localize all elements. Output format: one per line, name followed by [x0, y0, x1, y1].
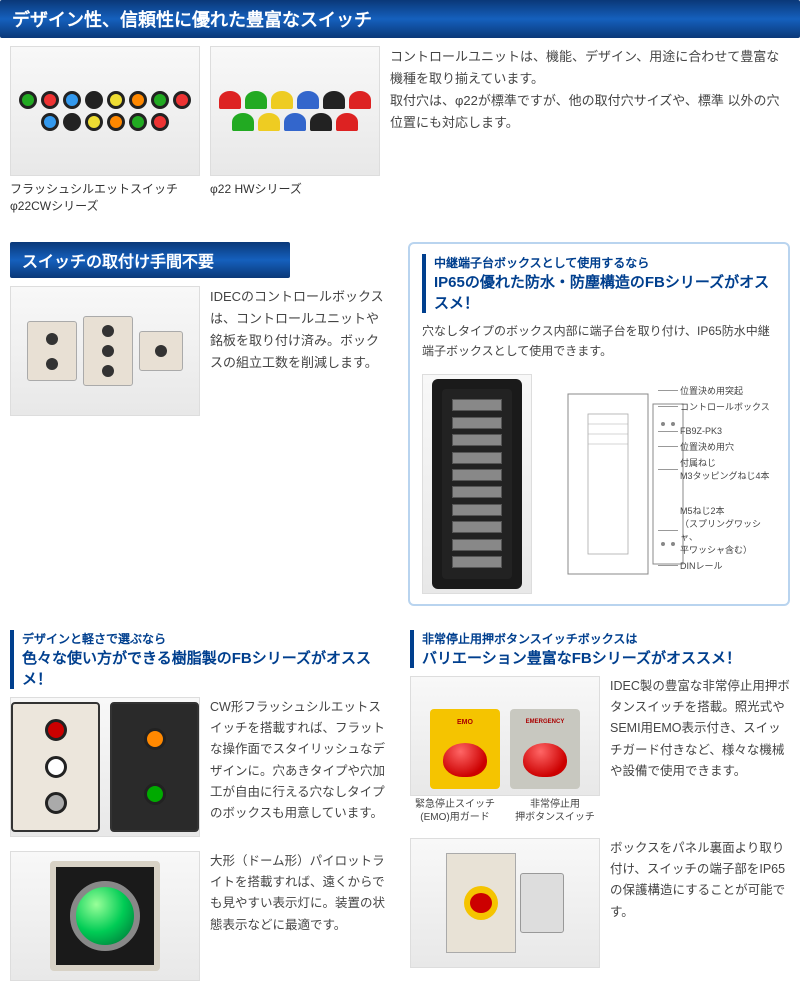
- img-col-2: φ22 HWシリーズ: [210, 46, 380, 214]
- fb-terminal-figs: 位置決め用突起 コントロールボックス FB9Z-PK3 位置決め用穴 付属ねじ …: [422, 374, 776, 594]
- product-image-cw: [10, 46, 200, 176]
- fb-terminal-main: IP65の優れた防水・防塵構造のFBシリーズがオススメ！: [434, 271, 776, 313]
- fb-estop-img1: EMO EMERGENCY: [410, 676, 600, 796]
- fb-terminal-pre: 中継端子台ボックスとして使用するなら: [434, 254, 776, 271]
- section1-body: コントロールユニットは、機能、デザイン、用途に合わせて豊富な 機種を取り揃えてい…: [390, 46, 790, 134]
- fb-terminal-left: 穴なしタイプのボックス内部に端子台を取り付け、IP65防水中継端子ボックスとして…: [422, 321, 776, 368]
- fb-resin-img1: [10, 697, 200, 837]
- estop-cap2: 非常停止用 押ボタンスイッチ: [510, 798, 600, 824]
- fb-estop-item1: EMO EMERGENCY 緊急停止スイッチ (EMO)用ガード 非常停止用 押…: [410, 676, 790, 824]
- fb-resin-pre: デザインと軽さで選ぶなら: [22, 630, 390, 647]
- section-install: スイッチの取付け手間不要 IDECのコントロールボックスは、コントロールユニット…: [10, 242, 390, 424]
- fb-resin-section: デザインと軽さで選ぶなら 色々な使い方ができる樹脂製のFBシリーズがオススメ！ …: [10, 630, 390, 995]
- terminal-photo: [422, 374, 532, 594]
- diag-l7: DINレール: [680, 559, 723, 572]
- fb-resin-img2: [10, 851, 200, 981]
- terminal-diagram: 位置決め用突起 コントロールボックス FB9Z-PK3 位置決め用穴 付属ねじ …: [540, 374, 776, 594]
- fb-resin-heading: デザインと軽さで選ぶなら 色々な使い方ができる樹脂製のFBシリーズがオススメ！: [10, 630, 390, 689]
- section1-row: フラッシュシルエットスイッチ φ22CWシリーズ φ22 HWシリーズ コントロ…: [0, 38, 800, 222]
- header-install: スイッチの取付け手間不要: [10, 242, 290, 278]
- fb-resin-text2: 大形（ドーム形）パイロットライトを搭載すれば、遠くからでも見やすい表示灯に。装置…: [210, 851, 390, 981]
- fb-estop-heading: 非常停止用押ボタンスイッチボックスは バリエーション豊富なFBシリーズがオススメ…: [410, 630, 790, 668]
- header-design: デザイン性、信頼性に優れた豊富なスイッチ: [0, 0, 800, 38]
- fb-terminal-body: 穴なしタイプのボックス内部に端子台を取り付け、IP65防水中継端子ボックスとして…: [422, 321, 776, 362]
- img-col-1: フラッシュシルエットスイッチ φ22CWシリーズ: [10, 46, 200, 214]
- diag-l3: FB9Z-PK3: [680, 426, 722, 436]
- section1-text-col: コントロールユニットは、機能、デザイン、用途に合わせて豊富な 機種を取り揃えてい…: [390, 46, 790, 214]
- install-image: [10, 286, 200, 416]
- install-body: IDECのコントロールボックスは、コントロールユニットや銘板を取り付け済み。ボッ…: [210, 286, 390, 416]
- fb-terminal-heading: 中継端子台ボックスとして使用するなら IP65の優れた防水・防塵構造のFBシリー…: [422, 254, 776, 313]
- fb-estop-main: バリエーション豊富なFBシリーズがオススメ！: [422, 647, 790, 668]
- emo-label: EMO: [457, 719, 473, 726]
- emergency-label: EMERGENCY: [526, 719, 565, 725]
- bottom-columns: デザインと軽さで選ぶなら 色々な使い方ができる樹脂製のFBシリーズがオススメ！ …: [0, 630, 800, 995]
- product-image-hw: [210, 46, 380, 176]
- fb-resin-item1: CW形フラッシュシルエットスイッチを搭載すれば、フラットな操作面でスタイリッシュ…: [10, 697, 390, 837]
- caption-cw: フラッシュシルエットスイッチ φ22CWシリーズ: [10, 180, 200, 214]
- fb-estop-img1-wrap: EMO EMERGENCY 緊急停止スイッチ (EMO)用ガード 非常停止用 押…: [410, 676, 600, 824]
- fb-resin-item2: 大形（ドーム形）パイロットライトを搭載すれば、遠くからでも見やすい表示灯に。装置…: [10, 851, 390, 981]
- caption-hw: φ22 HWシリーズ: [210, 180, 380, 197]
- diag-l1: 位置決め用突起: [680, 384, 743, 397]
- fb-estop-text2: ボックスをパネル裏面より取り付け、スイッチの端子部をIP65の保護構造にすること…: [610, 838, 790, 968]
- fb-resin-text1: CW形フラッシュシルエットスイッチを搭載すれば、フラットな操作面でスタイリッシュ…: [210, 697, 390, 837]
- diag-l2: コントロールボックス: [680, 400, 770, 413]
- row-section2: スイッチの取付け手間不要 IDECのコントロールボックスは、コントロールユニット…: [0, 242, 800, 606]
- diag-l6: M5ねじ2本 （スプリングワッシャ、 平ワッシャ含む）: [680, 504, 776, 556]
- diag-l5: 付属ねじ M3タッピングねじ4本: [680, 456, 770, 482]
- section-design: デザイン性、信頼性に優れた豊富なスイッチ フラッシュシルエットスイッチ φ22C…: [0, 0, 800, 222]
- fb-estop-text1: IDEC製の豊富な非常停止用押ボタンスイッチを搭載。照光式やSEMI用EMO表示…: [610, 676, 790, 824]
- fb-estop-pre: 非常停止用押ボタンスイッチボックスは: [422, 630, 790, 647]
- fb-estop-section: 非常停止用押ボタンスイッチボックスは バリエーション豊富なFBシリーズがオススメ…: [410, 630, 790, 995]
- fb-resin-main: 色々な使い方ができる樹脂製のFBシリーズがオススメ！: [22, 647, 390, 689]
- estop-cap1: 緊急停止スイッチ (EMO)用ガード: [410, 798, 500, 824]
- install-row: IDECのコントロールボックスは、コントロールユニットや銘板を取り付け済み。ボッ…: [10, 278, 390, 424]
- fb-estop-img2: [410, 838, 600, 968]
- fb-estop-item2: ボックスをパネル裏面より取り付け、スイッチの端子部をIP65の保護構造にすること…: [410, 838, 790, 968]
- fb-terminal-box: 中継端子台ボックスとして使用するなら IP65の優れた防水・防塵構造のFBシリー…: [408, 242, 790, 606]
- diag-l4: 位置決め用穴: [680, 440, 734, 453]
- fb-terminal-content: 穴なしタイプのボックス内部に端子台を取り付け、IP65防水中継端子ボックスとして…: [422, 321, 776, 368]
